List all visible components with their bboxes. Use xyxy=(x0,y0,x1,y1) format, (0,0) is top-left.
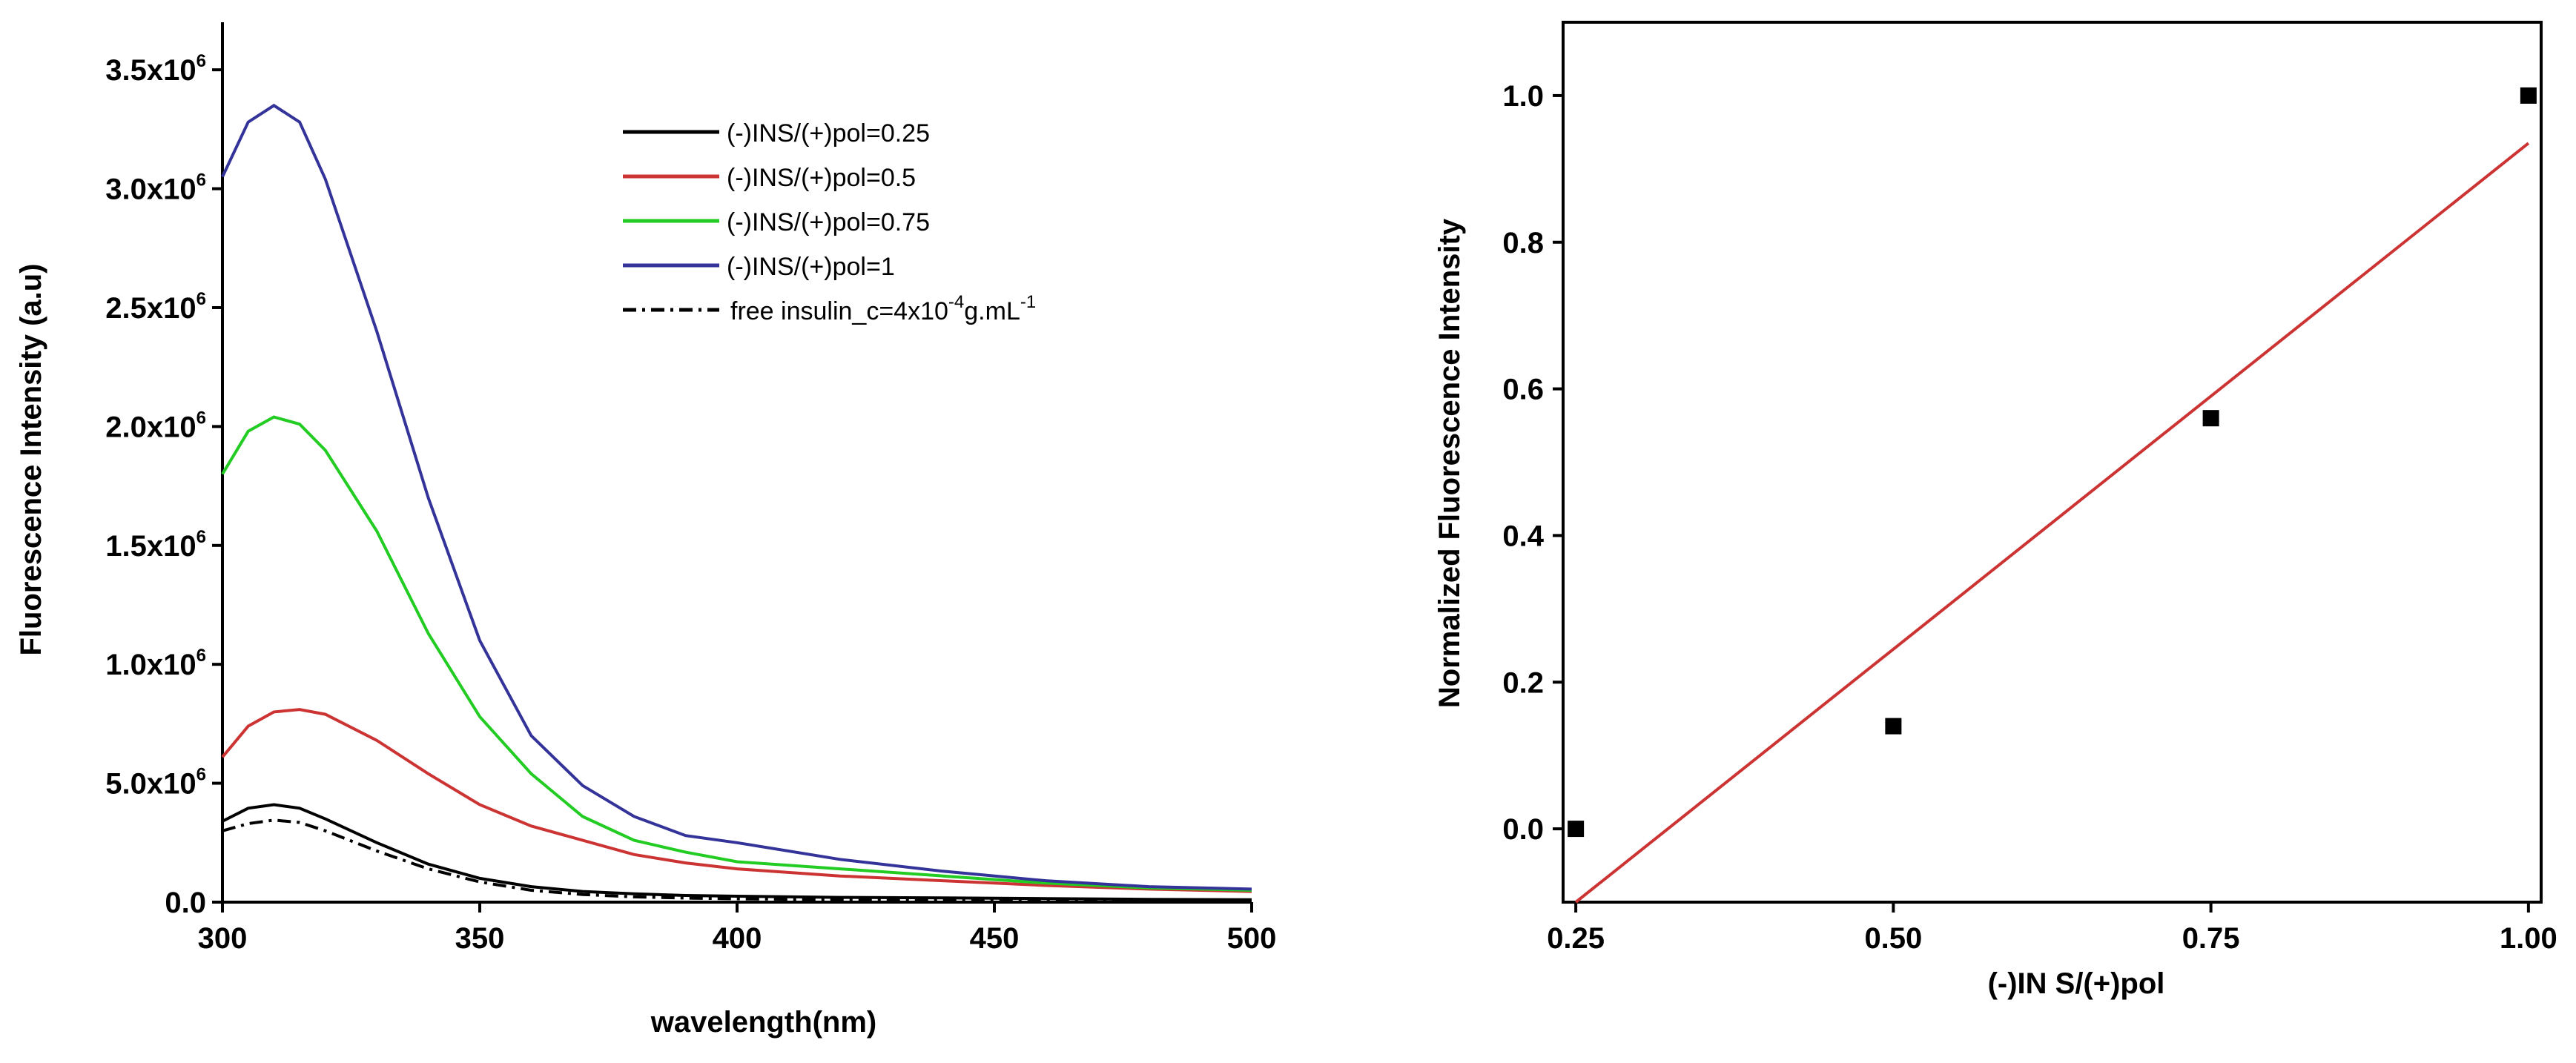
series-line-5 xyxy=(222,818,1252,903)
x-axis-title: (-)IN S/(+)pol xyxy=(1988,967,2165,1000)
x-tick-label: 0.25 xyxy=(1547,922,1605,955)
legend-label: (-)INS/(+)pol=0.75 xyxy=(727,208,930,236)
legend-label: free insulin_c=4x10-4g.mL-1 xyxy=(730,292,1036,325)
y-tick-label: 2.5x106 xyxy=(105,289,206,325)
series-line-1 xyxy=(222,803,1252,901)
data-point xyxy=(1885,718,1902,735)
y-tick-label: 1.0 xyxy=(1502,80,1544,113)
legend-label: (-)INS/(+)pol=1 xyxy=(727,253,895,281)
legend: (-)INS/(+)pol=0.25 (-)INS/(+)pol=0.5 (-)IN… xyxy=(623,119,1036,325)
y-tick-label: 0.2 xyxy=(1502,666,1544,699)
data-point xyxy=(1568,821,1585,838)
y-tick-label: 3.0x106 xyxy=(105,170,206,206)
normalized-chart: 0.0 0.2 0.4 0.6 0.8 1.0 0.25 0.50 0.75 1.00 (-)I… xyxy=(1433,21,2557,1000)
x-tick-label: 1.00 xyxy=(2500,922,2557,955)
y-tick-label: 0.0 xyxy=(165,887,206,919)
right-plot-frame xyxy=(1562,21,2543,904)
y-tick-label: 0.6 xyxy=(1502,374,1544,406)
series-line-2 xyxy=(221,708,1252,893)
y-tick-label: 0.0 xyxy=(1502,813,1544,846)
data-point xyxy=(2520,87,2537,104)
y-tick-label: 1.0x106 xyxy=(105,646,206,681)
legend-label: (-)INS/(+)pol=0.25 xyxy=(727,119,930,148)
y-tick-label: 0.8 xyxy=(1502,227,1544,259)
x-tick-label: 400 xyxy=(713,922,762,955)
data-point xyxy=(2202,410,2219,427)
spectra-chart: 0.0 5.0x106 1.0x106 1.5x106 2.0x106 2.5x106 3.… xyxy=(15,22,1276,1039)
y-axis-title: Fluorescence Intensity (a.u) xyxy=(15,263,47,655)
y-tick-label: 5.0x106 xyxy=(105,765,206,801)
legend-label: (-)INS/(+)pol=0.5 xyxy=(727,164,916,192)
x-tick-label: 0.50 xyxy=(1864,922,1922,955)
y-tick-label: 3.5x106 xyxy=(105,51,206,87)
series-line-4 xyxy=(221,103,1252,891)
y-tick-label: 0.4 xyxy=(1502,520,1544,552)
x-tick-label: 500 xyxy=(1227,922,1277,955)
y-axis-title: Normalized Fluorescence Intensity xyxy=(1433,218,1466,708)
fit-line xyxy=(1574,142,2530,904)
x-axis-title: wavelength(nm) xyxy=(650,1006,876,1039)
series-line-3 xyxy=(221,415,1252,892)
x-tick-label: 350 xyxy=(455,922,505,955)
y-tick-label: 1.5x106 xyxy=(105,527,206,563)
x-tick-label: 450 xyxy=(970,922,1020,955)
x-tick-label: 300 xyxy=(198,922,248,955)
x-tick-label: 0.75 xyxy=(2182,922,2240,955)
y-tick-label: 2.0x106 xyxy=(105,408,206,443)
